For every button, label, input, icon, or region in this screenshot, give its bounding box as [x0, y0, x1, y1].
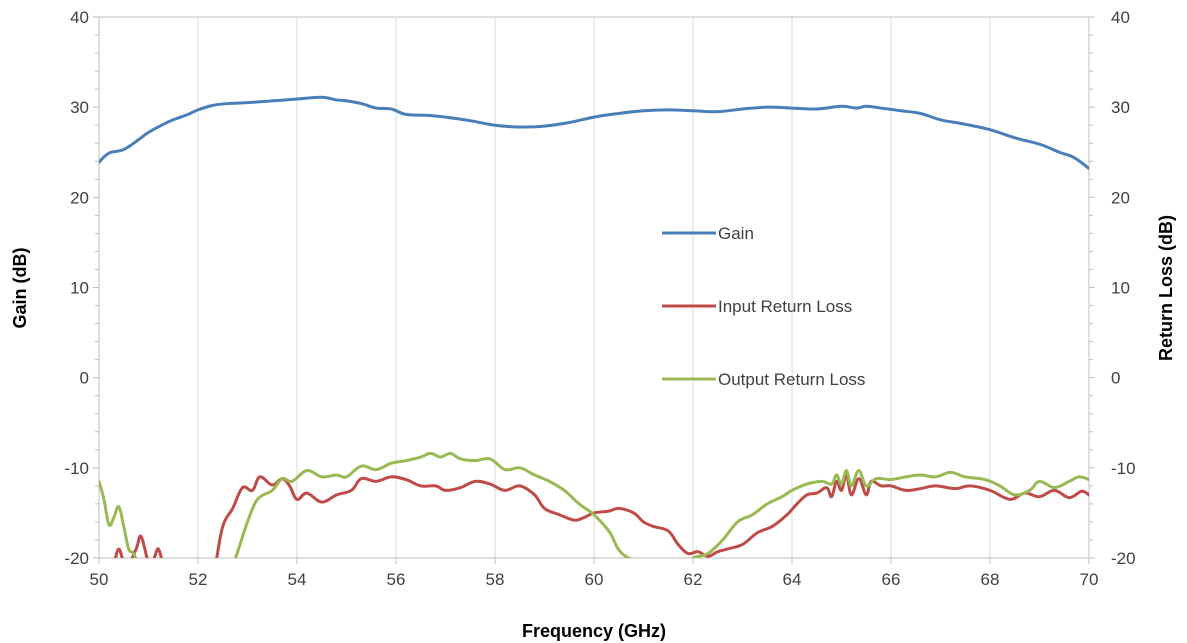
y-tick-label: -10 [64, 459, 89, 478]
series-line-gain [99, 95, 1089, 170]
legend-label: Output Return Loss [718, 370, 865, 389]
x-tick-label: 58 [486, 570, 505, 589]
y2-axis-title: Return Loss (dB) [1156, 215, 1176, 361]
y2-tick-label: -10 [1111, 459, 1136, 478]
series-line-input-return-loss [114, 473, 1089, 558]
legend-label: Gain [718, 224, 754, 243]
tick-labels: 50 52 54 56 58 60 62 64 66 68 70 -20 -10 0 10 20 30 40 -20… [64, 8, 1135, 589]
y2-tick-label: 20 [1111, 188, 1130, 207]
y2-tick-label: 40 [1111, 8, 1130, 27]
x-tick-label: 62 [684, 570, 703, 589]
y2-tick-label: -20 [1111, 549, 1136, 568]
x-tick-label: 68 [981, 570, 1000, 589]
y2-tick-label: 30 [1111, 98, 1130, 117]
series-layer [99, 95, 1089, 558]
x-tick-label: 56 [387, 570, 406, 589]
y-tick-label: 10 [70, 279, 89, 298]
y2-tick-label: 0 [1111, 369, 1120, 388]
x-tick-label: 64 [783, 570, 802, 589]
y-tick-label: 0 [80, 369, 89, 388]
x-tick-label: 70 [1080, 570, 1099, 589]
x-tick-label: 66 [882, 570, 901, 589]
series-line-output-return-loss [99, 451, 1089, 558]
y-tick-label: -20 [64, 549, 89, 568]
legend-label: Input Return Loss [718, 297, 852, 316]
x-tick-label: 54 [288, 570, 307, 589]
y-tick-label: 20 [70, 188, 89, 207]
x-tick-label: 50 [90, 570, 109, 589]
axes-layer [93, 16, 1095, 564]
y2-tick-label: 10 [1111, 279, 1130, 298]
x-tick-label: 52 [189, 570, 208, 589]
y-axis-title: Gain (dB) [10, 248, 30, 329]
legend: Gain Input Return Loss Output Return Loss [662, 224, 865, 389]
x-axis-title: Frequency (GHz) [522, 621, 666, 641]
y-tick-label: 30 [70, 98, 89, 117]
x-tick-label: 60 [585, 570, 604, 589]
y-tick-label: 40 [70, 8, 89, 27]
